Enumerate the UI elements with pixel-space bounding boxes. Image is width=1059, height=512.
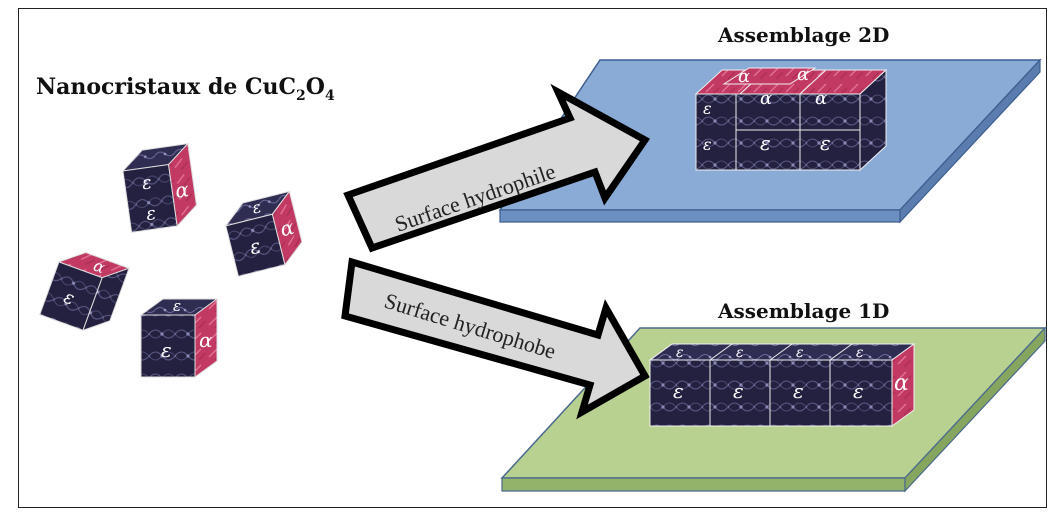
svg-text:ε: ε <box>796 345 804 361</box>
svg-text:ε: ε <box>736 345 744 361</box>
svg-text:α: α <box>738 66 750 87</box>
svg-text:ε: ε <box>161 338 172 362</box>
svg-text:α: α <box>797 64 809 85</box>
svg-text:ε: ε <box>145 203 158 225</box>
svg-text:ε: ε <box>173 297 181 315</box>
svg-text:ε: ε <box>853 379 864 403</box>
svg-text:ε: ε <box>141 172 154 194</box>
svg-text:ε: ε <box>856 345 864 361</box>
svg-text:ε: ε <box>676 345 684 361</box>
svg-text:α: α <box>174 177 191 203</box>
svg-text:ε: ε <box>793 379 804 403</box>
svg-text:α: α <box>894 371 909 396</box>
main-title: Nanocristaux de CuC2O4 <box>36 74 335 104</box>
svg-text:α: α <box>277 215 296 242</box>
svg-text:α: α <box>815 88 827 109</box>
nanocrystal-cube: ε ε α <box>224 190 303 277</box>
nanocrystal-cube: α ε <box>39 252 131 332</box>
svg-text:ε: ε <box>703 99 712 118</box>
svg-text:ε: ε <box>820 131 831 155</box>
assembly-2d: α α α α ε ε ε ε <box>694 64 888 172</box>
svg-text:ε: ε <box>760 131 771 155</box>
svg-text:ε: ε <box>673 379 684 403</box>
arrow-hydrophile: Surface hydrophile <box>343 83 651 253</box>
plate-label-1d: Assemblage 1D <box>717 299 889 323</box>
svg-text:α: α <box>760 88 772 109</box>
svg-text:ε: ε <box>703 135 712 154</box>
nanocrystal-cube: ε ε α <box>139 297 219 378</box>
plate-label-2d: Assemblage 2D <box>717 23 889 47</box>
nanocrystal-cube: ε ε α <box>121 142 197 233</box>
svg-text:ε: ε <box>733 379 744 403</box>
assembly-1d: ε ε ε ε ε ε ε ε α <box>648 343 916 427</box>
arrow-hydrophobe: Surface hydrophobe <box>341 257 650 420</box>
svg-text:α: α <box>199 328 213 352</box>
